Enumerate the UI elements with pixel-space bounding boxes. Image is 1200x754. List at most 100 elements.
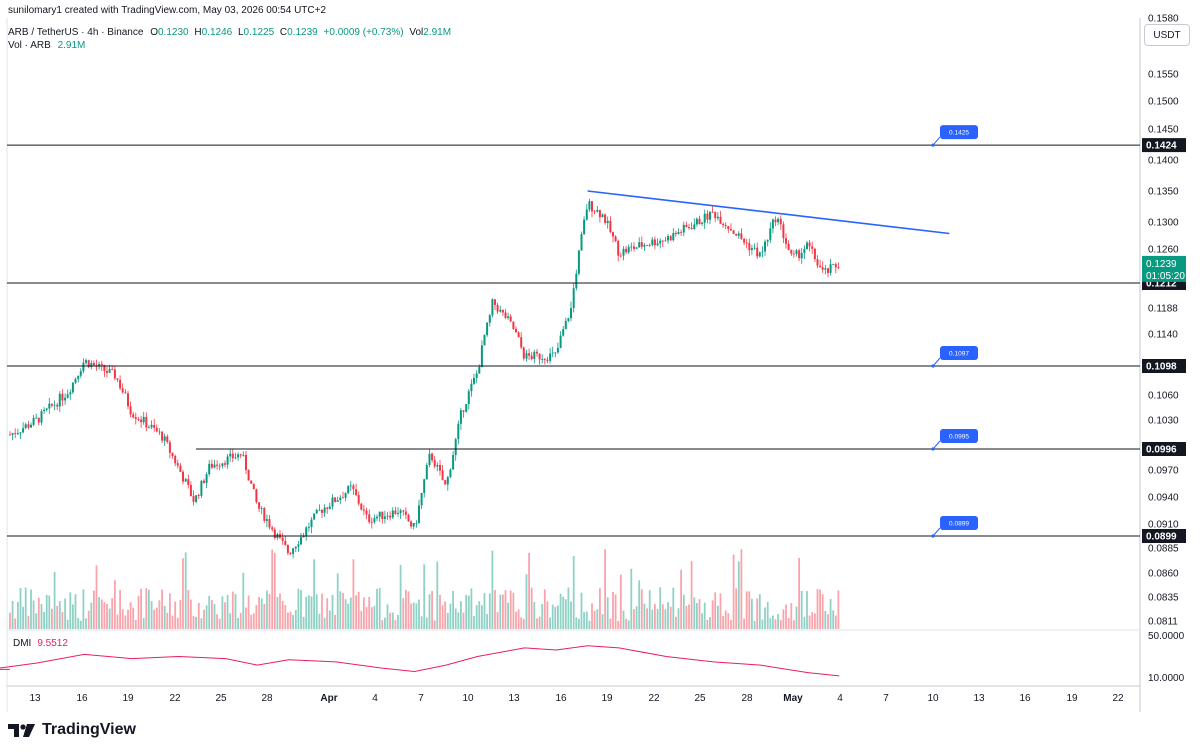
symbol-title[interactable]: ARB / TetherUS · 4h · Binance xyxy=(8,27,144,38)
candle-body xyxy=(187,479,190,485)
candle-body xyxy=(116,378,119,380)
volume-bar xyxy=(24,587,27,629)
candle-body xyxy=(685,224,688,227)
volume-bar xyxy=(323,617,326,629)
time-tick-label: 13 xyxy=(973,693,985,704)
candle-body xyxy=(609,220,612,233)
price-tick-label: 0.0970 xyxy=(1148,466,1179,477)
candle-body xyxy=(473,378,475,384)
volume-bar xyxy=(132,607,135,629)
volume-bar xyxy=(166,612,169,629)
candle-body xyxy=(698,218,701,225)
volume-bar xyxy=(9,612,11,629)
volume-bar xyxy=(260,598,263,629)
candle-body xyxy=(132,414,135,418)
horizontal-levels: 0.1425 0.1097 0.0995 0.0899 xyxy=(7,125,1140,538)
currency-button[interactable]: USDT xyxy=(1144,24,1190,46)
volume-bar xyxy=(680,569,682,629)
candle-body xyxy=(205,474,208,483)
volume-bar xyxy=(17,601,19,629)
current-price-tag xyxy=(1142,255,1186,282)
candle-body xyxy=(792,253,795,255)
volume-legend-label[interactable]: Vol · ARB xyxy=(8,40,51,51)
candle-body xyxy=(556,347,559,353)
candle-body xyxy=(315,510,318,514)
volume-bar xyxy=(106,603,108,629)
volume-bar xyxy=(614,594,617,629)
candle-body xyxy=(459,410,462,424)
candle-body xyxy=(811,246,814,249)
volume-bar xyxy=(226,595,229,629)
level-price-tag xyxy=(940,516,978,530)
candle-body xyxy=(709,211,711,220)
price-tick-label: 0.1260 xyxy=(1148,245,1179,256)
time-tick-label: 16 xyxy=(1019,693,1031,704)
volume-bar xyxy=(148,589,150,629)
candle-body xyxy=(229,453,232,457)
low-value: 0.1225 xyxy=(243,27,275,38)
candle-body xyxy=(779,218,782,225)
volume-bar xyxy=(334,614,336,629)
volume-bar xyxy=(66,619,69,629)
candle-body xyxy=(795,250,798,254)
volume-bar xyxy=(717,605,719,629)
candle-body xyxy=(415,523,418,524)
volume-bar xyxy=(446,613,449,629)
candle-body xyxy=(787,243,790,250)
dmi-value: 9.5512 xyxy=(37,638,68,649)
candle-body xyxy=(258,502,261,509)
tradingview-logo[interactable]: TradingView xyxy=(8,721,136,739)
volume-bar xyxy=(536,618,538,629)
candle-body xyxy=(362,509,365,511)
candle-body xyxy=(690,228,693,229)
dmi-label[interactable]: DMI xyxy=(13,638,32,649)
volume-bar xyxy=(599,588,601,629)
candle-body xyxy=(808,242,811,247)
price-tick-label: 0.1188 xyxy=(1148,304,1178,315)
volume-bar xyxy=(378,587,381,629)
candle-body xyxy=(648,245,651,246)
candle-body xyxy=(14,433,17,435)
candle-body xyxy=(318,509,321,511)
volume-bar xyxy=(633,609,635,629)
volume-bar xyxy=(174,601,177,629)
volume-bar xyxy=(381,620,384,629)
trendline[interactable] xyxy=(587,190,950,235)
volume-bar xyxy=(732,554,735,629)
candle-body xyxy=(730,229,732,231)
price-tick-label: 0.1500 xyxy=(1148,97,1179,108)
price-tick-label: 0.1030 xyxy=(1148,416,1179,427)
volume-bar xyxy=(216,614,218,629)
volume-bar xyxy=(321,593,323,629)
candle-body xyxy=(771,219,774,229)
candle-body xyxy=(711,211,714,213)
candle-body xyxy=(273,529,276,538)
volume-bar xyxy=(82,589,85,629)
candle-body xyxy=(268,519,271,528)
candle-body xyxy=(735,233,738,236)
candle-body xyxy=(543,359,546,360)
volume-bar xyxy=(284,605,287,629)
volume-bar xyxy=(509,590,512,629)
candle-body xyxy=(813,248,816,260)
volume-bar xyxy=(384,617,386,629)
level-axis-label: 0.0996 xyxy=(1146,445,1177,456)
candle-body xyxy=(203,480,205,483)
volume-bar xyxy=(203,609,205,629)
candle-body xyxy=(328,506,331,509)
candle-body xyxy=(176,463,179,466)
candle-body xyxy=(428,453,431,466)
candle-body xyxy=(297,544,300,547)
vol-value: 2.91M xyxy=(423,27,452,38)
volume-bar xyxy=(769,618,772,629)
volume-bar xyxy=(205,605,208,629)
candle-body xyxy=(774,219,777,223)
candle-body xyxy=(478,366,481,374)
volume-bar xyxy=(370,607,373,629)
volume-bar xyxy=(630,568,633,629)
candle-body xyxy=(588,201,591,210)
volume-bar xyxy=(195,616,197,629)
volume-bar xyxy=(51,608,53,629)
volume-bar xyxy=(297,588,300,629)
